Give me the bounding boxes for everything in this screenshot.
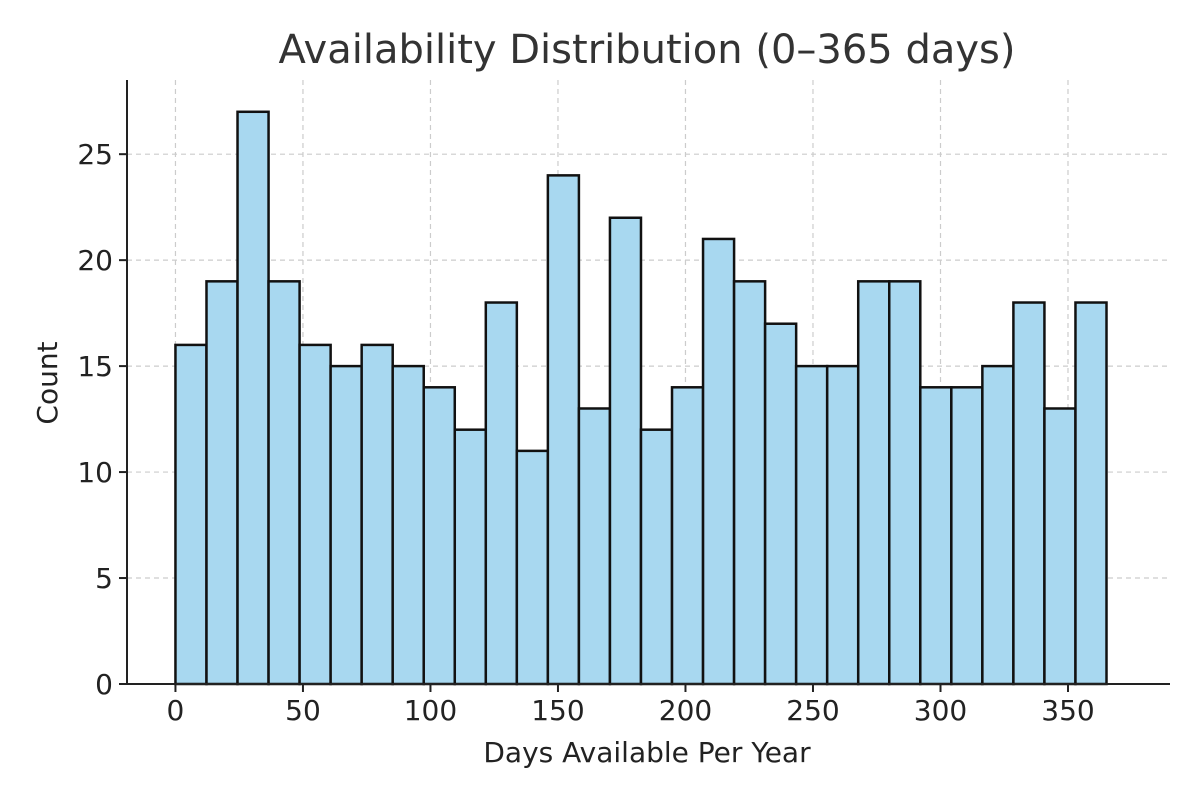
y-tick-label-0: 0 bbox=[95, 668, 113, 701]
histogram-bars bbox=[174, 110, 1108, 686]
histogram-bar-20 bbox=[794, 364, 829, 686]
x-tick-label-350: 350 bbox=[1041, 694, 1094, 727]
histogram-bar-25 bbox=[950, 386, 984, 686]
histogram-bar-27 bbox=[1012, 301, 1046, 686]
histogram-bar-0 bbox=[174, 343, 208, 686]
histogram-bar-8 bbox=[422, 386, 457, 686]
histogram-bar-26 bbox=[981, 364, 1015, 686]
histogram-bar-19 bbox=[763, 322, 798, 686]
chart-title: Availability Distribution (0–365 days) bbox=[279, 27, 1016, 73]
histogram-bar-10 bbox=[484, 301, 519, 686]
histogram-bar-14 bbox=[608, 216, 643, 686]
histogram-bar-2 bbox=[236, 110, 270, 686]
histogram-bar-12 bbox=[546, 174, 581, 686]
histogram-bar-6 bbox=[360, 343, 394, 686]
y-axis-label: Count bbox=[31, 341, 64, 424]
axes bbox=[119, 80, 1170, 692]
y-tick-label-15: 15 bbox=[77, 350, 113, 383]
y-tick-label-10: 10 bbox=[77, 456, 113, 489]
y-tick-label-5: 5 bbox=[95, 562, 113, 595]
histogram-bar-21 bbox=[825, 364, 860, 686]
histogram-bar-16 bbox=[670, 386, 705, 686]
histogram-bar-18 bbox=[732, 280, 767, 686]
histogram-bar-11 bbox=[515, 449, 550, 686]
histogram-bar-9 bbox=[453, 428, 488, 686]
histogram-bar-15 bbox=[639, 428, 674, 686]
x-tick-label-100: 100 bbox=[404, 694, 457, 727]
x-tick-label-250: 250 bbox=[786, 694, 839, 727]
histogram-bar-13 bbox=[577, 407, 612, 686]
x-tick-label-150: 150 bbox=[531, 694, 584, 727]
x-tick-label-0: 0 bbox=[167, 694, 185, 727]
y-tick-label-25: 25 bbox=[77, 138, 113, 171]
histogram-bar-24 bbox=[919, 386, 953, 686]
histogram-bar-1 bbox=[205, 280, 239, 686]
x-axis-label: Days Available Per Year bbox=[483, 736, 811, 769]
histogram-bar-5 bbox=[329, 364, 363, 686]
x-tick-label-300: 300 bbox=[914, 694, 967, 727]
histogram-bar-4 bbox=[298, 343, 332, 686]
histogram-bar-17 bbox=[701, 237, 736, 686]
histogram-bar-28 bbox=[1043, 407, 1077, 686]
histogram-bar-3 bbox=[267, 280, 301, 686]
y-tick-label-20: 20 bbox=[77, 244, 113, 277]
x-tick-label-200: 200 bbox=[659, 694, 712, 727]
histogram-bar-7 bbox=[391, 364, 425, 686]
histogram-bar-23 bbox=[888, 280, 922, 686]
x-tick-label-50: 50 bbox=[285, 694, 321, 727]
histogram-bar-29 bbox=[1074, 301, 1108, 686]
histogram-bar-22 bbox=[856, 280, 891, 686]
tick-labels: 0 50 100 150 200 250 300 350 0 5 10 15 20 25 bbox=[77, 138, 1094, 727]
